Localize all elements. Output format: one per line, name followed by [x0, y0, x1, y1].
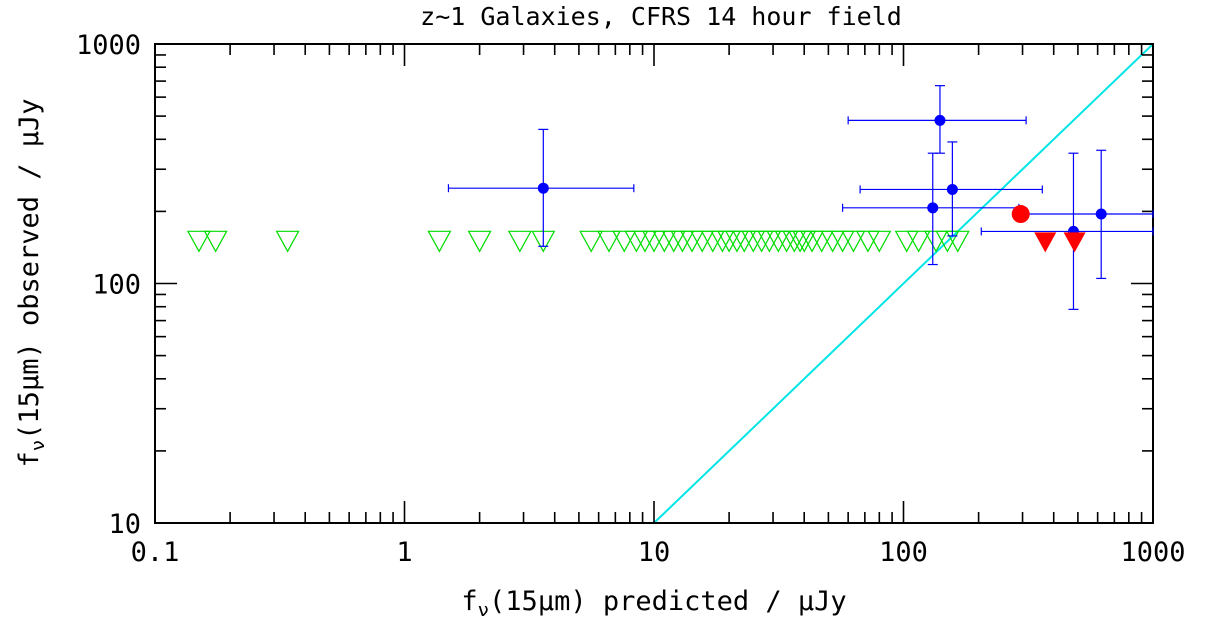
detection-point: [946, 183, 958, 195]
x-tick-label: 0.1: [131, 537, 180, 568]
chart-title: z~1 Galaxies, CFRS 14 hour field: [420, 2, 902, 31]
upper-limit-marker: [906, 230, 931, 253]
upper-limit-marker: [579, 230, 604, 253]
y-tick-label: 10: [108, 509, 141, 540]
detection-point: [934, 114, 946, 126]
upper-limit-marker: [724, 230, 749, 253]
detection-point: [1095, 208, 1107, 220]
plot-frame: [154, 43, 1154, 524]
upper-limit-marker: [894, 230, 919, 253]
y-tick-label: 100: [92, 270, 141, 301]
detection-point: [927, 202, 939, 214]
red-triangle-point: [1063, 232, 1086, 253]
plot-area: 0.1 1 10 100 1000 10 100 1000: [76, 30, 1186, 568]
upper-limit-marker: [855, 230, 880, 253]
upper-limit-marker: [507, 230, 532, 253]
upper-limit-marker: [612, 230, 637, 253]
upper-limit-marker: [945, 230, 970, 253]
upper-limit-marker: [867, 230, 892, 253]
upper-limit-marker: [596, 230, 621, 253]
y-axis-label: fν(15μm) observed / μJy: [14, 98, 49, 467]
upper-limit-marker: [427, 230, 452, 253]
y-tick-label: 1000: [76, 30, 141, 61]
x-axis-label: fν(15μm) predicted / μJy: [461, 586, 846, 621]
upper-limit-marker: [275, 230, 300, 253]
upper-limit-marker: [203, 230, 228, 253]
red-triangle-point: [1034, 232, 1057, 253]
x-tick-label: 10: [638, 537, 671, 568]
equality-line: [653, 44, 1153, 523]
x-tick-label: 100: [879, 537, 928, 568]
upper-limit-marker: [186, 230, 211, 253]
detection-point: [537, 182, 549, 194]
red-circle-point: [1011, 205, 1030, 224]
upper-limit-marker: [690, 230, 715, 253]
upper-limit-marker: [467, 230, 492, 253]
x-tick-label: 1: [396, 537, 412, 568]
upper-limit-marker: [841, 230, 866, 253]
x-tick-label: 1000: [1120, 537, 1185, 568]
